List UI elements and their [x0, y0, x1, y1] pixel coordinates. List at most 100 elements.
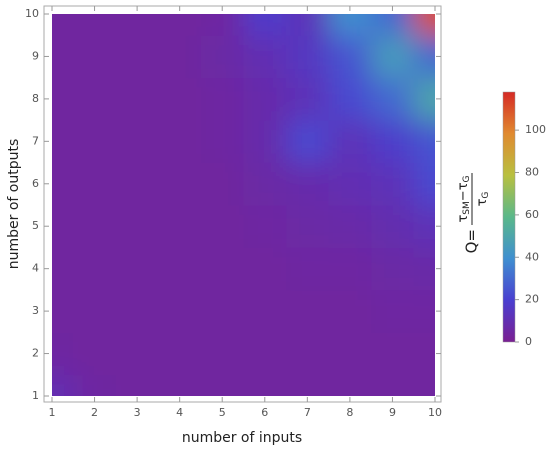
x-tick-label: 4 [176, 406, 183, 419]
heat-cell [52, 205, 74, 248]
heat-cell [52, 162, 74, 206]
heat-cell [73, 205, 117, 248]
heat-cell [328, 77, 372, 121]
heat-cell [52, 247, 74, 291]
heat-cell [200, 14, 244, 36]
heat-cell [200, 374, 244, 396]
heat-cell [243, 14, 287, 36]
heat-cell [158, 205, 202, 248]
heat-cell [243, 35, 287, 79]
heat-cell [413, 120, 435, 164]
heat-cell [158, 247, 202, 291]
y-tick-label: 7 [32, 134, 39, 147]
x-tick-label: 3 [134, 406, 141, 419]
y-tick-label: 8 [32, 92, 39, 105]
heat-cell [328, 247, 372, 291]
heat-cell [243, 205, 287, 248]
heat-cell [115, 247, 159, 291]
heat-cell [286, 289, 330, 333]
heat-cell [200, 77, 244, 121]
heat-cell [52, 120, 74, 164]
plot-frame [43, 5, 442, 403]
heat-cell [286, 35, 330, 79]
heat-cell [73, 247, 117, 291]
heat-cells [52, 14, 435, 396]
colorbar-label-numerator-part: SM [462, 201, 472, 214]
x-tick-label: 1 [49, 406, 56, 419]
heat-cell [328, 14, 372, 36]
colorbar-label-denominator: τG [475, 192, 491, 207]
heat-cell [52, 332, 74, 376]
heat-cell [371, 289, 415, 333]
x-tick-label: 10 [428, 406, 442, 419]
colorbar [502, 91, 516, 343]
heat-cell [158, 14, 202, 36]
x-tick-label: 2 [91, 406, 98, 419]
colorbar-label-numerator: τSM−τG [456, 175, 472, 222]
heat-cell [371, 120, 415, 164]
heat-cell [115, 14, 159, 36]
heat-cell [200, 35, 244, 79]
heat-cell [115, 289, 159, 333]
y-tick-label: 10 [25, 7, 39, 20]
heat-cell [371, 247, 415, 291]
heat-cell [286, 374, 330, 396]
heat-cell [328, 289, 372, 333]
heat-cell [73, 162, 117, 206]
heat-cell [200, 205, 244, 248]
colorbar-label-numerator-part: τ [456, 215, 471, 223]
heat-cell [73, 289, 117, 333]
heat-cell [243, 162, 287, 206]
heat-cell [286, 332, 330, 376]
x-tick-label: 6 [261, 406, 268, 419]
heat-cell [328, 374, 372, 396]
heat-cell [243, 77, 287, 121]
heat-cell [286, 14, 330, 36]
heat-cell [413, 247, 435, 291]
heat-cell [200, 162, 244, 206]
x-tick-label: 7 [304, 406, 311, 419]
y-tick-label: 1 [32, 389, 39, 402]
colorbar-label-denominator-part: G [481, 192, 491, 199]
heat-cell [371, 35, 415, 79]
heat-cell [73, 77, 117, 121]
colorbar-label-numerator-part: G [462, 175, 472, 182]
heat-cell [328, 120, 372, 164]
heat-cell [328, 162, 372, 206]
colorbar-tick-label: 0 [525, 335, 532, 348]
y-tick-label: 2 [32, 347, 39, 360]
colorbar-label-prefix: Q= [463, 229, 481, 253]
heat-cell [158, 332, 202, 376]
heat-cell [158, 289, 202, 333]
heat-cell [413, 374, 435, 396]
heat-cell [243, 332, 287, 376]
heat-cell [158, 162, 202, 206]
x-tick-label: 5 [219, 406, 226, 419]
heatmap [52, 14, 435, 396]
heat-cell [371, 332, 415, 376]
y-tick-label: 5 [32, 219, 39, 232]
heat-cell [52, 289, 74, 333]
heat-cell [413, 35, 435, 79]
heat-cell [115, 205, 159, 248]
heat-cell [413, 77, 435, 121]
heat-cell [115, 120, 159, 164]
heat-cell [52, 77, 74, 121]
heat-cell [73, 120, 117, 164]
heat-cell [371, 77, 415, 121]
heat-cell [371, 162, 415, 206]
heat-cell [115, 374, 159, 396]
colorbar-label-numerator-part: −τ [456, 182, 471, 201]
heat-cell [52, 35, 74, 79]
y-tick-label: 3 [32, 304, 39, 317]
x-tick-label: 8 [346, 406, 353, 419]
heat-cell [286, 247, 330, 291]
heat-cell [52, 14, 74, 36]
heat-cell [371, 374, 415, 396]
heat-cell [328, 332, 372, 376]
heat-cell [73, 332, 117, 376]
heat-cell [158, 77, 202, 121]
heat-cell [243, 374, 287, 396]
